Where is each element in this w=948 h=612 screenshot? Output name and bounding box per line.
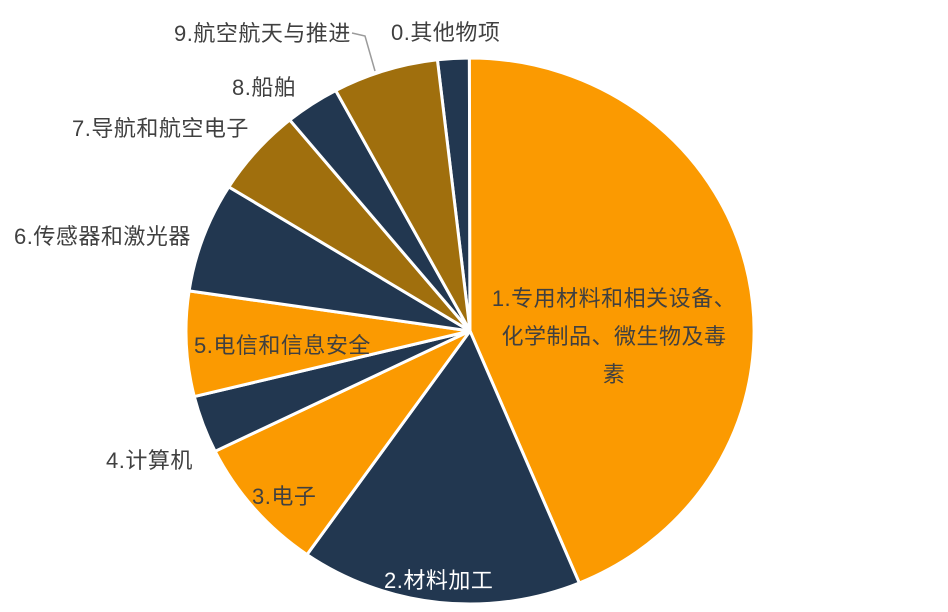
- pie-slice-3: [213, 329, 472, 557]
- pie-slice-2: [305, 329, 581, 606]
- slice-label-9: 9.航空航天与推进: [174, 21, 351, 46]
- pie-slice-6: [187, 185, 472, 333]
- slice-label-2: 2.材料加工: [384, 568, 494, 593]
- slice-label-6: 6.传感器和激光器: [14, 224, 191, 249]
- slice-label-5: 5.电信和信息安全: [194, 333, 371, 358]
- slice-label-7: 7.导航和航空电子: [72, 116, 249, 141]
- slice-label-0: 0.其他物项: [391, 20, 501, 45]
- slice-label-8: 8.船舶: [232, 75, 297, 100]
- slice-label-1: 1.专用材料和相关设备、 化学制品、微生物及毒 素: [482, 280, 746, 394]
- slice-label-1-line-3: 素: [602, 362, 626, 387]
- slice-label-3: 3.电子: [252, 484, 317, 509]
- pie-slice-1: [467, 56, 756, 585]
- slice-label-1-line-2: 化学制品、微生物及毒: [501, 324, 727, 349]
- pie-slice-9: [334, 58, 472, 333]
- slice-label-1-line-1: 1.专用材料和相关设备、: [491, 286, 737, 311]
- pie-slices: [184, 56, 756, 606]
- label-leader-line-9: [351, 32, 376, 72]
- slice-label-4: 4.计算机: [106, 448, 193, 473]
